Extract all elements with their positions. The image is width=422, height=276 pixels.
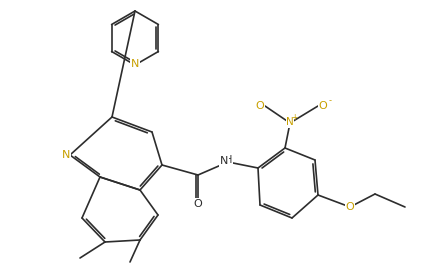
Text: N: N — [131, 59, 139, 69]
Text: +: + — [291, 113, 297, 123]
Text: O: O — [319, 101, 327, 111]
Text: O: O — [194, 199, 203, 209]
Text: N: N — [220, 156, 228, 166]
Text: O: O — [256, 101, 264, 111]
Text: -: - — [328, 97, 332, 105]
Text: H: H — [225, 155, 233, 165]
Text: O: O — [346, 202, 354, 212]
Text: N: N — [286, 117, 294, 127]
Text: N: N — [62, 150, 70, 160]
